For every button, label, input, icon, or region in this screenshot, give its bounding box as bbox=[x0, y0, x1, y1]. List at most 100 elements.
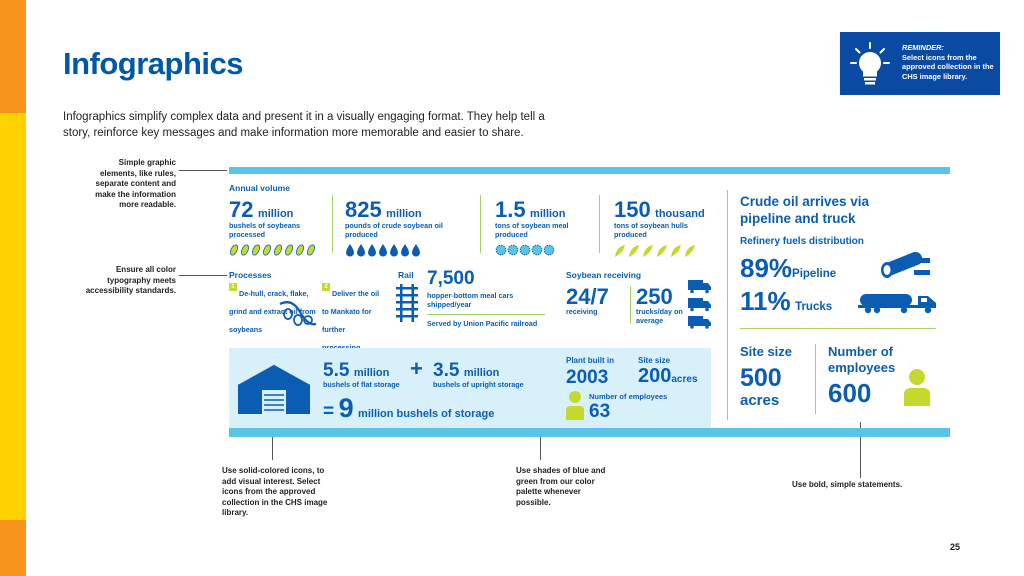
site-size-2-label: Site size bbox=[740, 344, 793, 359]
receiving-big-2: 250 bbox=[636, 284, 673, 309]
refinery-distribution-label: Refinery fuels distribution bbox=[740, 236, 864, 247]
stat-desc: bushels of soybeans processed bbox=[229, 221, 301, 239]
rule-bar-top bbox=[229, 167, 950, 174]
receiving-sub-1: receiving bbox=[566, 307, 598, 316]
processes-label: Processes bbox=[229, 270, 272, 280]
divider bbox=[427, 314, 545, 315]
note-shades: Use shades of blue and green from our co… bbox=[516, 466, 606, 507]
callout-line-shades bbox=[540, 426, 541, 460]
stat-desc: tons of soybean hulls produced bbox=[614, 221, 688, 239]
intro-text: Infographics simplify complex data and p… bbox=[63, 111, 545, 139]
stat-unit: million bbox=[463, 367, 500, 379]
crude-oil-heading: Crude oil arrives via pipeline and truck bbox=[740, 194, 870, 226]
rail-desc: hopper-bottom meal cars shipped/year bbox=[427, 291, 514, 309]
railroad-track-icon bbox=[396, 284, 418, 322]
pipeline-stat: 89%Pipeline bbox=[740, 253, 836, 284]
trucks-label: Trucks bbox=[795, 301, 833, 313]
step-number-badge: 2 bbox=[322, 283, 330, 291]
meal-icon bbox=[495, 244, 555, 255]
stat-desc: pounds of crude soybean oil produced bbox=[345, 221, 443, 239]
annual-item-hulls: 150 thousand tons of soybean hulls produ… bbox=[614, 197, 724, 263]
stat-number: 5.5 bbox=[323, 360, 350, 381]
site-size-label: Site size bbox=[638, 356, 671, 365]
site-size-number: 200 bbox=[638, 365, 672, 387]
process-step-2: 2Deliver the oil to Mankato for further … bbox=[322, 283, 382, 355]
stat-number: 3.5 bbox=[433, 360, 460, 381]
reminder-body: Select icons from the approved collectio… bbox=[902, 52, 994, 81]
step-text: De-hull, crack, flake, grind and extract… bbox=[229, 289, 316, 334]
trucks-stat: 11% Trucks bbox=[740, 286, 832, 317]
person-icon bbox=[566, 391, 584, 420]
employees-2-label: Number of employees bbox=[828, 344, 896, 375]
stat-unit: million bbox=[386, 208, 422, 220]
note-rules: Simple graphic elements, like rules, sep… bbox=[95, 158, 176, 209]
stat-number: 1.5 bbox=[495, 197, 526, 222]
page-number: 25 bbox=[950, 542, 961, 552]
pipeline-icon bbox=[881, 251, 930, 278]
stat-desc: tons of soybean meal produced bbox=[495, 221, 569, 239]
employees-2-number: 600 bbox=[828, 378, 872, 408]
callout-line-rules bbox=[179, 170, 227, 171]
receiving-big-1: 24/7 bbox=[566, 284, 609, 309]
oil-drop-icon bbox=[346, 243, 420, 257]
annual-item-soybeans: 72 million bushels of soybeans processed bbox=[229, 197, 329, 261]
stat-unit: million bbox=[530, 208, 566, 220]
callout-line-color bbox=[179, 275, 227, 276]
truck-icon bbox=[688, 280, 711, 329]
flat-storage-desc: bushels of flat storage bbox=[323, 380, 400, 389]
receiving-label: Soybean receiving bbox=[566, 270, 642, 280]
divider bbox=[740, 328, 936, 329]
lightbulb-icon bbox=[850, 42, 890, 85]
annual-volume-label: Annual volume bbox=[229, 183, 290, 193]
employees-number: 63 bbox=[589, 401, 611, 422]
soybean-icon bbox=[230, 244, 315, 256]
reminder-text: REMINDER: Select icons from the approved… bbox=[902, 43, 996, 81]
total-number: 9 bbox=[338, 393, 354, 423]
page-title: Infographics bbox=[63, 46, 244, 81]
divider bbox=[332, 195, 333, 253]
soybean-pod-icon bbox=[279, 301, 317, 326]
callout-line-bold bbox=[860, 422, 861, 478]
site-size-unit: acres bbox=[671, 374, 698, 385]
equals-sign: = bbox=[323, 401, 335, 422]
pipeline-label: Pipeline bbox=[792, 268, 837, 280]
receiving-sub-2: trucks/day on average bbox=[636, 307, 683, 325]
trucks-percent: 11% bbox=[740, 286, 791, 316]
divider bbox=[727, 190, 728, 420]
warehouse-icon bbox=[237, 363, 311, 414]
rail-number: 7,500 bbox=[427, 268, 475, 289]
employees-label: Number of employees bbox=[589, 392, 668, 401]
rail-label: Rail bbox=[398, 270, 414, 280]
total-text: million bushels of storage bbox=[358, 408, 495, 420]
reminder-heading: REMINDER: bbox=[902, 43, 944, 52]
stat-unit: million bbox=[257, 208, 294, 220]
edge-bar-orange-bottom bbox=[0, 520, 26, 576]
reminder-box: REMINDER: Select icons from the approved… bbox=[840, 32, 1000, 95]
tanker-truck-icon bbox=[858, 294, 936, 314]
upright-storage-stat: 3.5 million bbox=[433, 360, 499, 382]
stat-number: 825 bbox=[345, 197, 382, 222]
annual-item-meal: 1.5 million tons of soybean meal produce… bbox=[495, 197, 595, 261]
person-icon bbox=[904, 369, 930, 406]
divider bbox=[599, 195, 600, 253]
site-size-2-number: 500 bbox=[740, 364, 782, 392]
annual-item-oil: 825 million pounds of crude soybean oil … bbox=[345, 197, 475, 262]
total-storage-stat: = 9 million bushels of storage bbox=[323, 393, 494, 424]
site-size-stat: 200acres bbox=[638, 365, 698, 388]
hull-icon bbox=[615, 244, 695, 257]
note-bold: Use bold, simple statements. bbox=[792, 480, 903, 489]
stat-unit: thousand bbox=[655, 208, 705, 220]
plant-built-label: Plant built in bbox=[566, 356, 614, 365]
step-text: Deliver the oil to Mankato for further p… bbox=[322, 289, 380, 352]
edge-bar-yellow bbox=[0, 113, 26, 520]
process-step-1: 1De-hull, crack, flake, grind and extrac… bbox=[229, 283, 319, 337]
divider bbox=[630, 286, 631, 324]
upright-storage-desc: bushels of upright storage bbox=[433, 380, 524, 389]
divider bbox=[815, 344, 816, 414]
plus-sign: + bbox=[410, 356, 423, 381]
note-icons: Use solid-colored icons, to add visual i… bbox=[222, 466, 328, 517]
rule-bar-bottom bbox=[229, 428, 950, 437]
divider bbox=[480, 195, 481, 253]
flat-storage-stat: 5.5 million bbox=[323, 360, 389, 382]
rail-served: Served by Union Pacific railroad bbox=[427, 319, 538, 328]
